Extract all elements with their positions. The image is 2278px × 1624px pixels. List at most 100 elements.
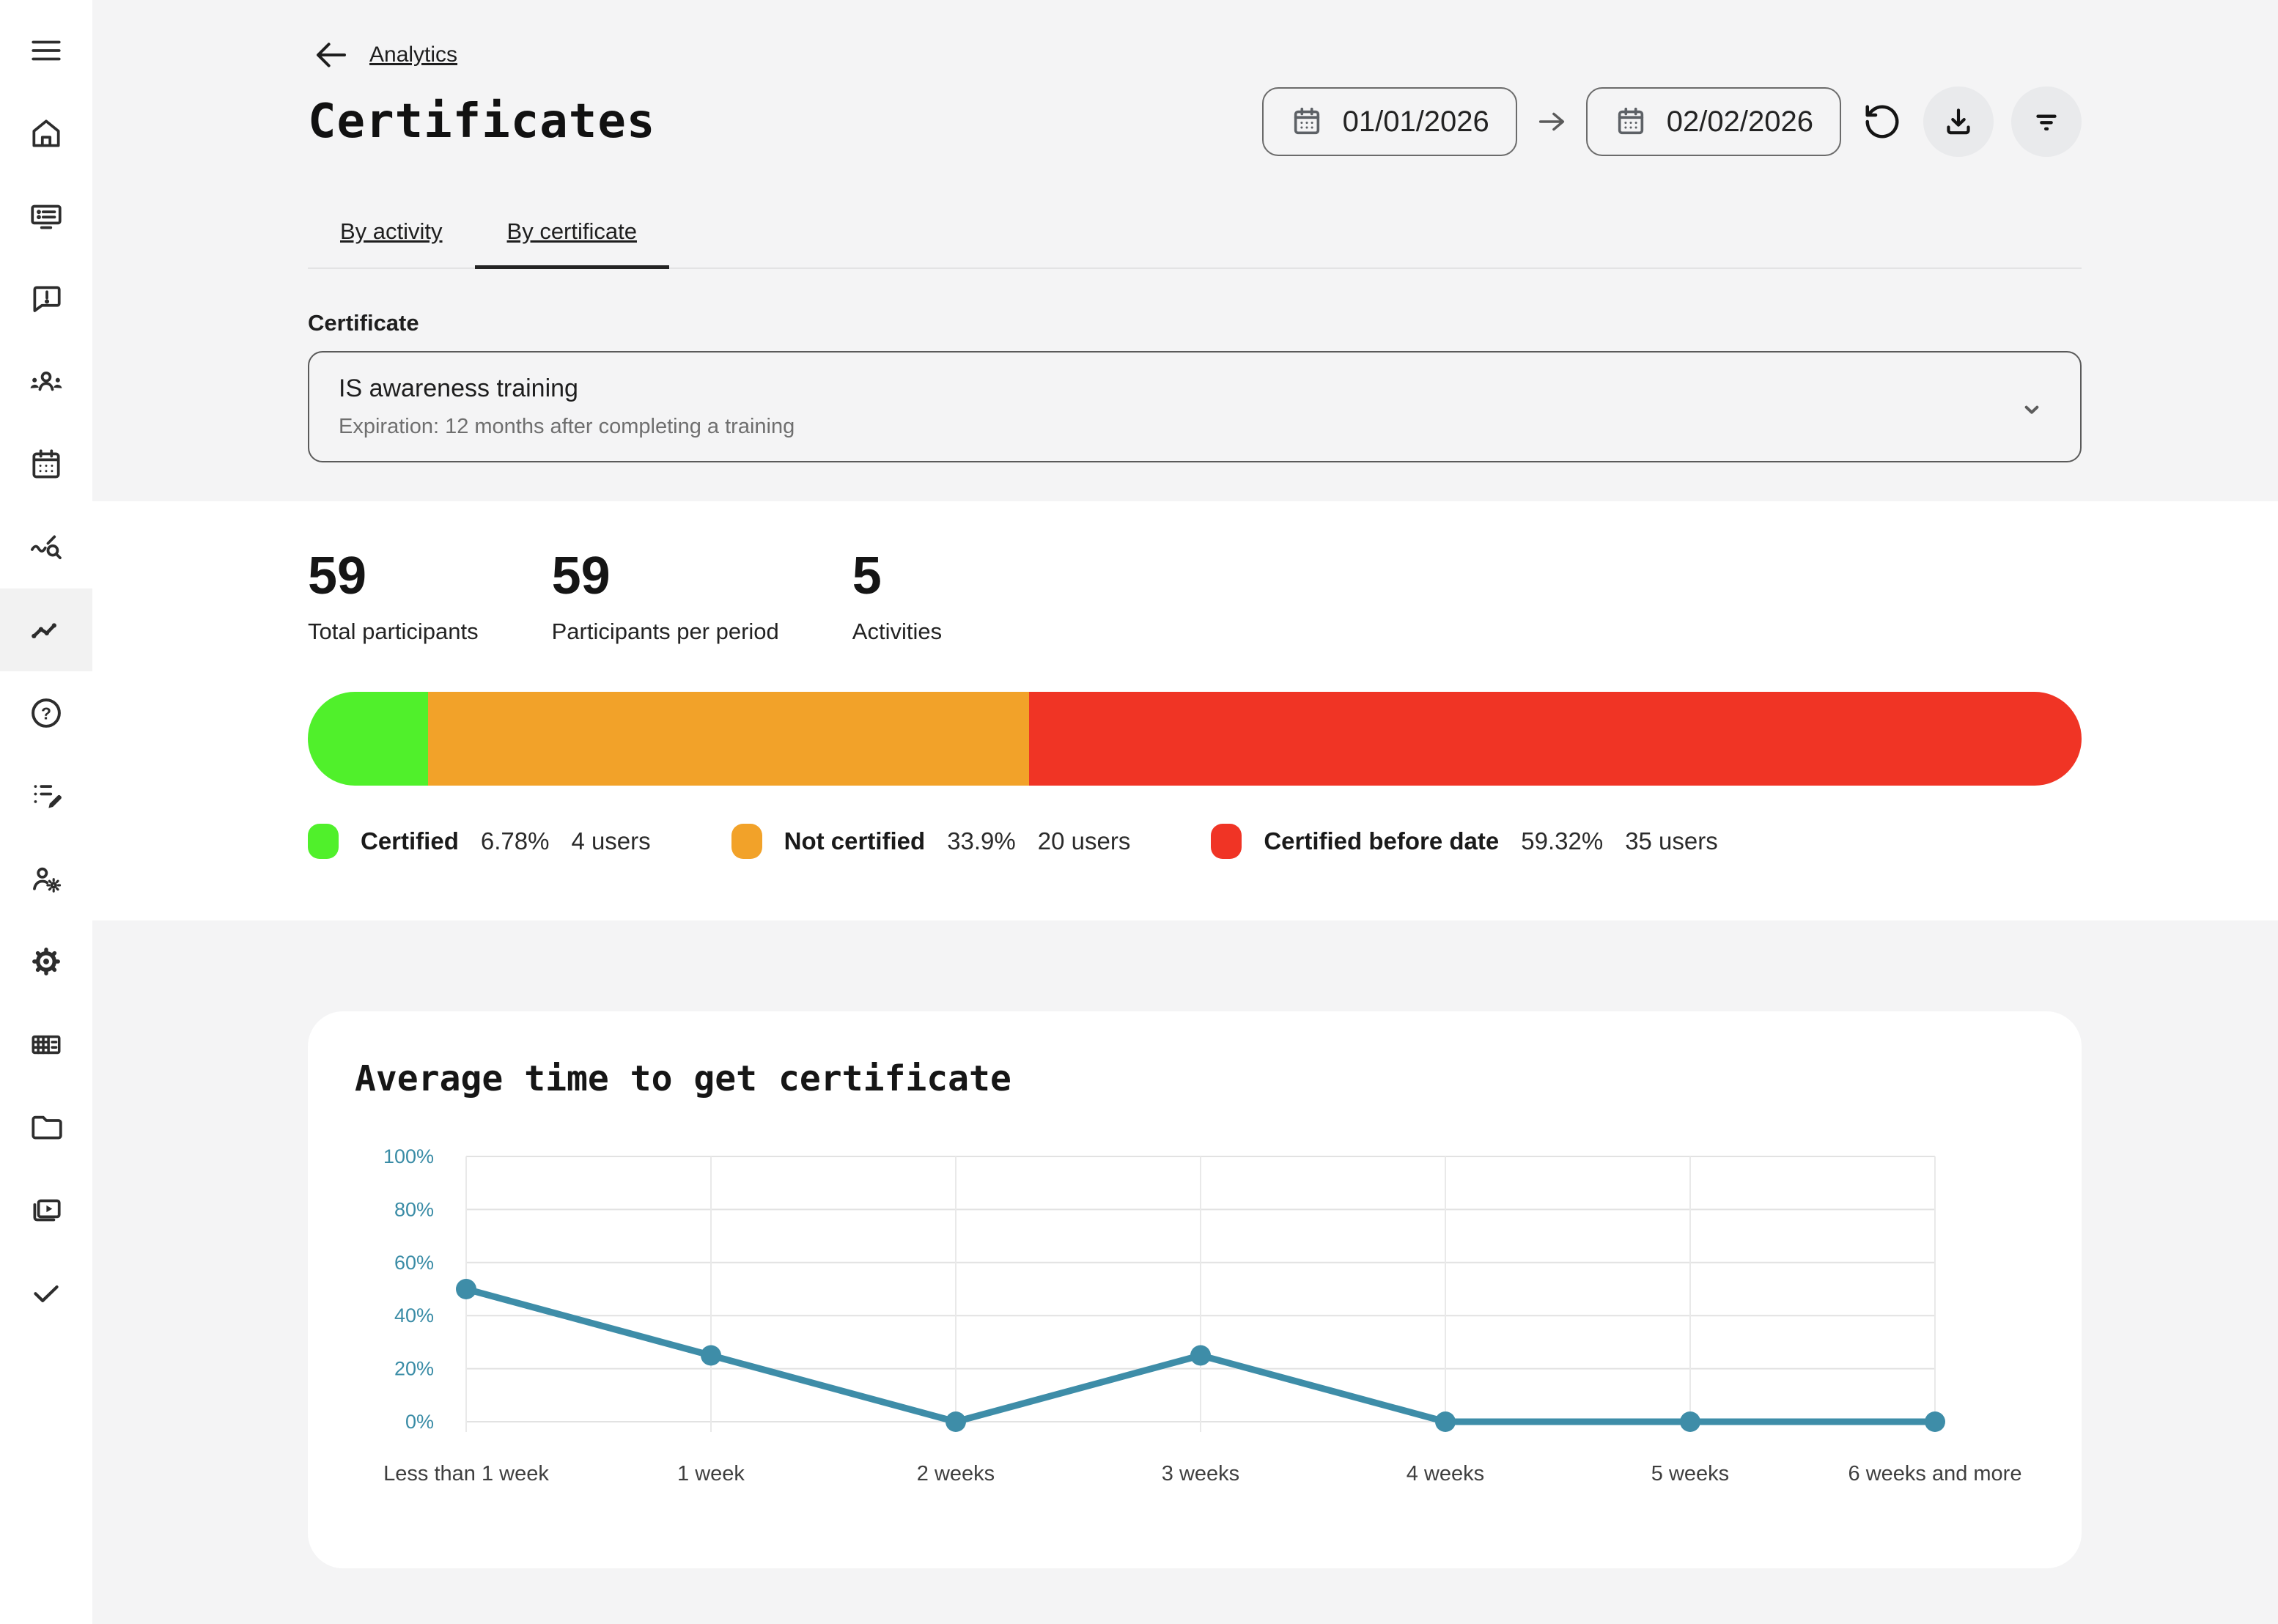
sidebar-item-calendar[interactable] [0,423,92,506]
sidebar-item-surveys[interactable] [0,754,92,837]
sidebar-item-feedback[interactable] [0,257,92,340]
svg-text:100%: 100% [383,1145,434,1167]
user-settings-icon [28,860,64,897]
calendar-icon [1614,105,1648,139]
sidebar-item-analytics-search[interactable] [0,506,92,588]
media-library-icon [28,1192,64,1228]
arrow-right-icon [1535,105,1569,139]
calendar-icon [28,446,64,483]
sidebar-item-participants[interactable] [0,340,92,423]
back-button[interactable] [308,32,355,78]
legend-item-certified: Certified 6.78% 4 users [308,824,651,860]
date-from-input[interactable]: 01/01/2026 [1261,87,1517,156]
legend-swatch [1211,824,1242,860]
calendar-icon [1290,105,1324,139]
download-icon [1940,103,1977,140]
legend-label: Not certified [784,827,926,855]
sidebar-item-user-settings[interactable] [0,837,92,920]
help-icon: ? [28,695,64,731]
certificate-field-label: Certificate [308,310,419,336]
main-content: Analytics Certificates 01/01/2026 02/02/… [92,0,2278,1624]
bar-segment-not-certified [428,692,1030,786]
stat-label: Total participants [308,619,479,645]
stats-section: 59 Total participants 59 Participants pe… [92,501,2278,920]
svg-text:6 weeks and more: 6 weeks and more [1848,1462,2022,1485]
legend-percent: 6.78% [480,827,550,855]
stat-label: Participants per period [551,619,779,645]
sidebar-item-media[interactable] [0,1168,92,1251]
legend-percent: 33.9% [947,827,1016,855]
legend-users: 35 users [1625,827,1718,855]
legend-label: Certified [361,827,459,855]
courses-board-icon [28,198,64,235]
certificate-select-description: Expiration: 12 months after completing a… [339,415,795,438]
breadcrumb-link-analytics[interactable]: Analytics [369,43,458,67]
legend-swatch [308,824,339,860]
page-title: Certificates [308,95,656,149]
svg-text:0%: 0% [405,1411,434,1433]
tab-by-activity[interactable]: By activity [340,218,443,244]
header-controls: 01/01/2026 02/02/2026 [1261,86,2082,157]
sidebar-item-help[interactable]: ? [0,671,92,754]
chevron-down-icon [2016,394,2048,426]
svg-text:4 weeks: 4 weeks [1407,1462,1484,1485]
sidebar-item-menu[interactable] [0,9,92,92]
svg-text:Less than 1 week: Less than 1 week [383,1462,549,1485]
company-icon [28,1026,64,1063]
svg-text:40%: 40% [394,1304,434,1326]
chart-title: Average time to get certificate [355,1058,1011,1099]
sidebar-item-tasks[interactable] [0,1251,92,1334]
menu-icon [28,32,64,69]
survey-edit-icon [28,778,64,814]
legend-users: 20 users [1037,827,1131,855]
svg-text:60%: 60% [394,1252,434,1274]
home-icon [28,115,64,152]
certificate-select-value: IS awareness training [339,374,578,402]
chart-section: Average time to get certificate 0% 20% 40%… [92,920,2278,1624]
legend-users: 4 users [571,827,651,855]
analytics-search-icon [28,529,64,566]
tabs: By activity By certificate [308,218,2082,269]
svg-text:?: ? [41,704,51,723]
sidebar-item-company[interactable] [0,1003,92,1085]
svg-text:5 weeks: 5 weeks [1651,1462,1729,1485]
tab-by-certificate[interactable]: By certificate [474,218,669,269]
sidebar-item-settings[interactable] [0,920,92,1003]
svg-text:3 weeks: 3 weeks [1162,1462,1239,1485]
header-section: Analytics Certificates 01/01/2026 02/02/… [92,0,2278,501]
bar-segment-certified [308,692,429,786]
stat-total-participants: 59 Total participants [308,548,479,645]
date-to-value: 02/02/2026 [1666,105,1813,138]
stat-value: 5 [852,547,882,605]
filter-button[interactable] [2011,86,2082,157]
reset-button[interactable] [1859,98,1906,145]
legend-item-not-certified: Not certified 33.9% 20 users [731,824,1131,860]
stat-value: 59 [551,547,611,605]
svg-text:20%: 20% [394,1358,434,1380]
breadcrumb: Analytics [308,40,2082,70]
sidebar-item-home[interactable] [0,92,92,174]
svg-text:2 weeks: 2 weeks [917,1462,995,1485]
stat-label: Activities [852,619,943,645]
distribution-legend: Certified 6.78% 4 users Not certified 33… [308,824,2082,860]
folder-icon [28,1109,64,1145]
filter-icon [2028,103,2065,140]
stat-value: 59 [308,547,367,605]
sidebar-item-folder[interactable] [0,1085,92,1168]
settings-gear-icon [28,943,64,980]
certificate-select[interactable]: IS awareness training Expiration: 12 mon… [308,351,2082,462]
back-arrow-icon [312,35,351,75]
feedback-message-icon [28,281,64,317]
check-icon [28,1274,64,1311]
trend-line-icon [28,612,64,649]
legend-percent: 59.32% [1521,827,1604,855]
date-from-value: 01/01/2026 [1342,105,1489,138]
svg-text:1 week: 1 week [677,1462,745,1485]
sidebar-item-trends[interactable] [0,588,92,671]
download-button[interactable] [1923,86,1994,157]
sidebar-item-courses[interactable] [0,174,92,257]
stat-activities: 5 Activities [852,548,942,645]
date-to-input[interactable]: 02/02/2026 [1585,87,1841,156]
average-time-chart-card: Average time to get certificate 0% 20% 40%… [308,1011,2082,1568]
participants-icon [28,363,64,400]
